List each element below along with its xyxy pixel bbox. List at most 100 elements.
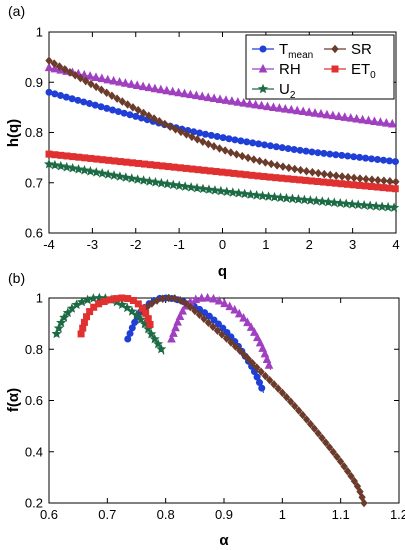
data-point xyxy=(167,333,176,343)
data-point xyxy=(123,158,131,166)
data-point xyxy=(181,299,190,308)
data-point xyxy=(150,83,160,93)
data-point xyxy=(322,438,330,447)
data-point xyxy=(193,135,202,144)
data-point xyxy=(291,164,299,174)
data-point xyxy=(194,166,202,174)
series-et-0 xyxy=(45,150,399,193)
data-point xyxy=(316,108,326,118)
data-point xyxy=(266,375,274,385)
data-point xyxy=(188,165,196,173)
data-point xyxy=(177,127,185,137)
data-point xyxy=(340,462,348,471)
data-point xyxy=(347,199,358,209)
data-point xyxy=(115,77,124,86)
data-point xyxy=(206,167,214,175)
data-point xyxy=(174,180,185,191)
data-point xyxy=(188,132,196,142)
data-point xyxy=(212,168,220,176)
data-point xyxy=(299,194,310,205)
data-point xyxy=(139,108,148,118)
data-point xyxy=(224,169,232,177)
data-point xyxy=(320,149,328,157)
data-point xyxy=(75,153,83,161)
data-point xyxy=(122,302,133,313)
legend-label: Tmean xyxy=(279,41,313,61)
data-point xyxy=(305,195,316,205)
data-point xyxy=(286,104,296,114)
data-point xyxy=(326,150,334,158)
data-point xyxy=(386,176,394,186)
x-tick-label: 0.6 xyxy=(40,507,58,522)
data-point xyxy=(284,175,292,183)
data-point xyxy=(266,173,274,181)
data-point xyxy=(232,150,241,159)
data-point xyxy=(123,100,132,109)
data-point xyxy=(257,100,266,110)
data-point xyxy=(148,299,156,308)
legend-box xyxy=(245,34,395,100)
data-point xyxy=(308,148,316,156)
data-point xyxy=(71,70,79,80)
data-point xyxy=(368,155,376,163)
data-point xyxy=(209,322,217,331)
data-point xyxy=(134,300,142,308)
data-point xyxy=(79,324,87,332)
x-tick-label: 4 xyxy=(392,237,399,252)
x-tick-label: -1 xyxy=(173,237,185,252)
data-point xyxy=(120,172,131,182)
data-point xyxy=(379,184,387,192)
data-point xyxy=(362,174,370,184)
data-point xyxy=(121,78,130,87)
data-point xyxy=(263,101,272,111)
data-point xyxy=(175,311,185,321)
data-point xyxy=(250,155,258,164)
data-point xyxy=(344,172,352,182)
data-point xyxy=(186,302,194,312)
legend-marker xyxy=(259,45,267,53)
data-point xyxy=(210,142,218,151)
data-point xyxy=(150,177,161,187)
data-point xyxy=(274,384,282,393)
data-point xyxy=(328,110,338,120)
data-point xyxy=(379,156,387,164)
legend-marker xyxy=(258,63,268,73)
data-point xyxy=(318,433,326,443)
data-point xyxy=(69,153,77,161)
data-point xyxy=(153,296,161,305)
x-tick-label: 3 xyxy=(349,237,356,252)
data-point xyxy=(281,192,292,203)
data-point xyxy=(227,148,235,157)
data-point xyxy=(176,164,184,172)
data-point xyxy=(278,144,286,152)
data-point xyxy=(347,471,355,481)
data-point xyxy=(86,308,94,316)
data-point xyxy=(159,294,167,303)
data-point xyxy=(272,174,280,182)
data-point xyxy=(49,159,60,170)
data-point xyxy=(225,135,233,143)
data-point xyxy=(392,177,400,187)
data-point xyxy=(338,151,346,159)
data-point xyxy=(296,165,305,175)
data-point xyxy=(352,113,361,123)
data-point xyxy=(113,94,121,103)
y-axis-label: f(α) xyxy=(5,388,22,412)
data-point xyxy=(264,360,274,369)
data-point xyxy=(353,199,364,210)
data-point xyxy=(132,80,142,90)
data-point xyxy=(135,314,146,324)
data-point xyxy=(239,312,248,322)
data-point xyxy=(97,85,106,95)
data-point xyxy=(320,169,328,179)
series-et-0 xyxy=(77,294,154,338)
legend-marker xyxy=(257,83,269,94)
data-point xyxy=(61,161,72,172)
legend-label: RH xyxy=(279,61,301,78)
data-point xyxy=(314,149,322,157)
data-point xyxy=(53,323,64,333)
data-point xyxy=(191,306,199,316)
data-point xyxy=(197,293,206,302)
data-point xyxy=(178,306,187,315)
data-point xyxy=(249,139,257,147)
